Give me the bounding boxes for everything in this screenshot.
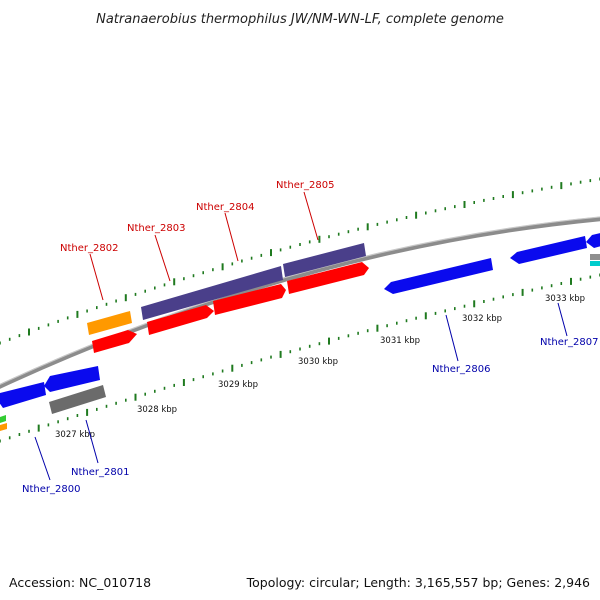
blue-feature[interactable] — [510, 236, 587, 264]
gene-label[interactable]: Nther_2801 — [71, 467, 129, 478]
gene-label[interactable]: Nther_2805 — [276, 180, 334, 191]
gene-label[interactable]: Nther_2802 — [60, 243, 118, 254]
feature-track-forward-outer — [87, 243, 366, 335]
kbp-label: 3031 kbp — [380, 336, 420, 346]
kbp-label: 3028 kbp — [137, 405, 177, 415]
outer-tick-track — [0, 177, 600, 345]
feature-track-forward-inner — [92, 262, 369, 353]
red-feature[interactable] — [147, 305, 214, 335]
red-feature[interactable] — [92, 330, 137, 353]
gene-label[interactable]: Nther_2800 — [22, 484, 80, 495]
kbp-label: 3029 kbp — [218, 380, 258, 390]
gene-labels-reverse: Nther_2800 Nther_2801 Nther_2806 Nther_2… — [22, 302, 598, 495]
kbp-label: 3032 kbp — [462, 314, 502, 324]
gene-label[interactable]: Nther_2806 — [432, 364, 490, 375]
kbp-label: 3027 kbp — [55, 430, 95, 440]
genome-summary-text: Topology: circular; Length: 3,165,557 bp… — [246, 575, 590, 590]
orange-feature[interactable] — [87, 311, 132, 335]
purple-feature[interactable] — [141, 266, 283, 320]
orange-feature[interactable] — [0, 423, 7, 431]
cyan-feature[interactable] — [590, 261, 600, 266]
genome-backbone — [0, 216, 600, 389]
blue-feature[interactable] — [384, 258, 493, 294]
gray-feature[interactable] — [49, 385, 106, 414]
kbp-labels: 3027 kbp 3028 kbp 3029 kbp 3030 kbp 3031… — [55, 294, 585, 440]
kbp-label: 3030 kbp — [298, 357, 338, 367]
purple-feature[interactable] — [283, 243, 366, 277]
gene-label[interactable]: Nther_2807 — [540, 337, 598, 348]
blue-feature[interactable] — [586, 232, 600, 248]
feature-track-reverse — [0, 232, 600, 431]
inner-tick-track — [0, 273, 600, 443]
blue-feature[interactable] — [44, 366, 100, 392]
accession-text: Accession: NC_010718 — [9, 575, 151, 590]
blue-feature[interactable] — [0, 382, 46, 408]
kbp-label: 3033 kbp — [545, 294, 585, 304]
gene-labels-forward: Nther_2802 Nther_2803 Nther_2804 Nther_2… — [60, 180, 334, 301]
gene-label[interactable]: Nther_2804 — [196, 202, 254, 213]
map-title: Natranaerobius thermophilus JW/NM-WN-LF,… — [96, 12, 504, 27]
red-feature[interactable] — [213, 284, 286, 315]
gray-feature[interactable] — [590, 254, 600, 260]
gene-label[interactable]: Nther_2803 — [127, 223, 185, 234]
red-feature[interactable] — [287, 262, 369, 294]
green-feature[interactable] — [0, 415, 6, 423]
